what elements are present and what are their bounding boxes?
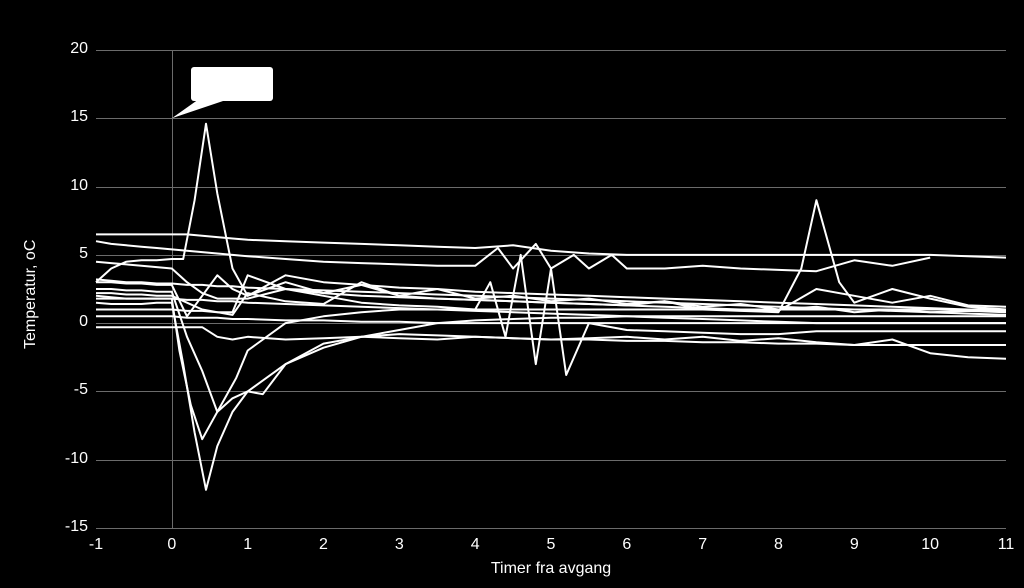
temperature-chart: Temperatur, oC Timer fra avgang -15-10-5… (0, 0, 1024, 588)
callout-box (191, 67, 273, 101)
callout-pointer (0, 0, 1024, 588)
